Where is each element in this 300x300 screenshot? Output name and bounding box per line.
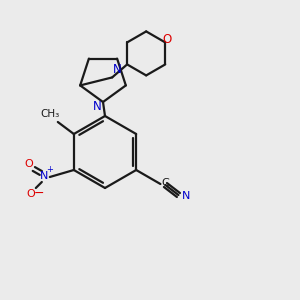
Text: N: N (113, 63, 122, 76)
Text: +: + (46, 166, 53, 175)
Text: N: N (182, 191, 190, 201)
Text: N: N (93, 100, 101, 112)
Text: CH₃: CH₃ (40, 109, 59, 119)
Text: O: O (26, 189, 35, 199)
Text: −: − (34, 187, 44, 200)
Text: N: N (40, 171, 48, 181)
Text: C: C (161, 178, 169, 188)
Text: O: O (24, 159, 33, 169)
Text: O: O (163, 33, 172, 46)
